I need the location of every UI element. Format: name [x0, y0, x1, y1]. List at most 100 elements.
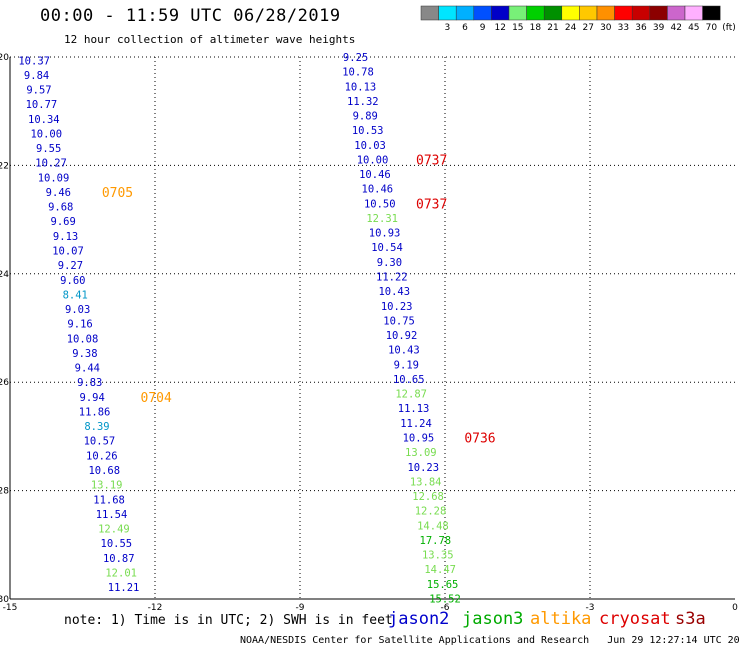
data-point-label: 10.03 — [354, 140, 386, 152]
colorbar-label: 42 — [670, 23, 681, 33]
data-point-label: 10.00 — [357, 154, 389, 166]
data-point-label: 12.01 — [105, 567, 137, 579]
data-point-label: 10.27 — [35, 158, 67, 170]
data-point-label: 9.16 — [67, 319, 92, 331]
colorbar-label: 30 — [600, 23, 612, 33]
data-point-label: 17.78 — [420, 535, 452, 547]
data-point-label: 13.35 — [422, 550, 454, 562]
data-point-label: 10.87 — [103, 553, 135, 565]
legend-jason3: jason3 — [462, 609, 524, 629]
data-point-label: 12.49 — [98, 524, 130, 536]
chart-subtitle: 12 hour collection of altimeter wave hei… — [64, 33, 356, 46]
pass-label: 0704 — [141, 391, 172, 406]
colorbar-label: 70 — [706, 23, 718, 33]
data-point-label: 9.83 — [77, 377, 102, 389]
data-point-label: 10.26 — [86, 450, 118, 462]
data-point-label: 12.28 — [415, 506, 447, 518]
data-point-label: 9.19 — [394, 359, 419, 371]
y-tick-label: -28 — [0, 487, 9, 497]
data-point-label: 8.39 — [84, 421, 109, 433]
colorbar-label: 33 — [618, 23, 629, 33]
data-point-label: 9.27 — [58, 260, 83, 272]
colorbar-bin — [438, 5, 457, 21]
data-point-label: 13.09 — [405, 447, 437, 459]
data-point-label: 10.65 — [393, 374, 425, 386]
x-tick-label: -3 — [586, 603, 595, 613]
data-point-label: 14.47 — [424, 564, 456, 576]
data-point-label: 9.55 — [36, 143, 61, 155]
data-point-label: 12.31 — [366, 213, 398, 225]
colorbar-label: 21 — [547, 23, 558, 33]
colorbar-label: 18 — [530, 23, 542, 33]
colorbar-bin — [596, 5, 615, 21]
colorbar-bin — [614, 5, 633, 21]
data-point-label: 10.07 — [52, 245, 84, 257]
data-point-label: 10.55 — [101, 538, 133, 550]
data-point-label: 11.68 — [93, 494, 125, 506]
colorbar-bin — [702, 5, 721, 21]
pass-label: 0737 — [416, 153, 447, 168]
data-point-label: 8.41 — [63, 289, 88, 301]
data-point-label: 15.52 — [429, 593, 461, 605]
colorbar-label: 15 — [512, 23, 523, 33]
chart-title: 00:00 - 11:59 UTC 06/28/2019 — [40, 6, 341, 26]
colorbar-label: 36 — [635, 23, 647, 33]
data-point-label: 10.68 — [88, 465, 120, 477]
data-point-label: 12.87 — [395, 389, 427, 401]
data-point-label: 10.37 — [18, 55, 50, 67]
data-point-label: 10.77 — [26, 99, 58, 111]
data-point-label: 9.94 — [80, 392, 105, 404]
data-point-label: 11.24 — [400, 418, 432, 430]
legend-jason2: jason2 — [388, 609, 450, 629]
colorbar-label: 12 — [494, 23, 505, 33]
colorbar-bin — [561, 5, 580, 21]
legend-altika: altika — [530, 609, 592, 629]
data-point-label: 9.69 — [51, 216, 76, 228]
colorbar-label: 45 — [688, 23, 699, 33]
data-point-label: 10.92 — [386, 330, 418, 342]
colorbar-bin — [491, 5, 510, 21]
data-point-label: 9.60 — [60, 275, 85, 287]
colorbar-label: 3 — [445, 23, 451, 33]
y-tick-label: -22 — [0, 161, 9, 171]
colorbar-bin — [455, 5, 475, 21]
data-point-label: 9.03 — [65, 304, 90, 316]
data-point-label: 9.13 — [53, 231, 78, 243]
data-point-label: 10.53 — [352, 125, 384, 137]
credit-line: NOAA/NESDIS Center for Satellite Applica… — [240, 635, 740, 646]
data-point-label: 9.30 — [377, 257, 402, 269]
colorbar-bin — [526, 5, 545, 21]
colorbar-bin — [579, 5, 598, 21]
data-point-label: 10.46 — [359, 169, 391, 181]
y-tick-label: -20 — [0, 53, 9, 63]
data-point-label: 11.54 — [96, 509, 128, 521]
data-point-label: 10.93 — [369, 228, 401, 240]
data-point-label: 9.44 — [75, 363, 100, 375]
data-point-label: 11.22 — [376, 272, 408, 284]
colorbar-label: 39 — [653, 23, 665, 33]
pass-labels: 0705 0704 0737 0737 0736 — [102, 153, 496, 446]
y-tick-label: -30 — [0, 595, 9, 605]
colorbar-bin — [473, 5, 492, 21]
x-tick-label: -12 — [148, 603, 163, 613]
data-point-label: 9.84 — [24, 70, 49, 82]
colorbar-unit: (ft) — [722, 23, 736, 33]
y-tick-label: -26 — [0, 378, 9, 388]
colorbar-label: 24 — [565, 23, 577, 33]
pass-label: 0705 — [102, 186, 133, 201]
data-point-label: 13.19 — [91, 480, 123, 492]
colorbar-bin — [667, 5, 686, 21]
data-point-label: 11.32 — [347, 96, 379, 108]
colorbar-bin — [420, 5, 439, 21]
y-tick-label: -24 — [0, 270, 9, 280]
data-point-label: 10.57 — [84, 436, 116, 448]
data-point-label: 9.68 — [48, 202, 73, 214]
legend-cryosat: cryosat — [599, 609, 671, 629]
data-point-label: 10.13 — [345, 81, 377, 93]
data-point-label: 9.25 — [343, 52, 368, 64]
grid-layer: -15-12-9-6-30-20-22-24-26-28-30 — [0, 53, 738, 613]
data-point-label: 15.65 — [427, 579, 459, 591]
data-point-label: 13.84 — [410, 476, 442, 488]
legend-s3a: s3a — [675, 609, 706, 629]
